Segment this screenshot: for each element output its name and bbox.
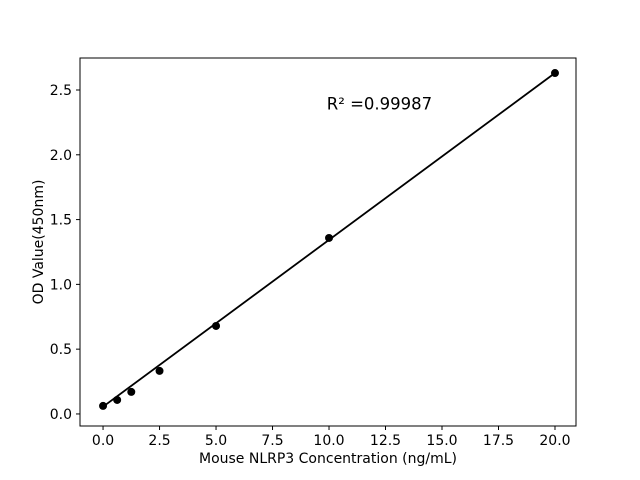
x-tick-label: 15.0	[426, 433, 457, 449]
x-tick-label: 20.0	[539, 433, 570, 449]
data-point	[127, 387, 136, 396]
data-point	[113, 395, 122, 404]
data-point	[325, 233, 334, 242]
y-tick-label: 1.0	[50, 277, 72, 293]
y-axis-label: OD Value(450nm)	[31, 180, 47, 305]
plot-border	[79, 57, 577, 427]
x-axis-label: Mouse NLRP3 Concentration (ng/mL)	[199, 451, 457, 467]
x-tick-label: 5.0	[205, 433, 227, 449]
y-tick-label: 0.0	[50, 407, 72, 423]
plot-area: 0.0 2.5 5.0 7.5 10.0 12.5 15.0 17.5 20.0 0.0 0.5 1.…	[50, 57, 577, 449]
data-point	[550, 69, 559, 78]
data-point	[155, 366, 164, 375]
data-point	[212, 321, 221, 330]
x-tick-label: 10.0	[313, 433, 344, 449]
x-tick-label: 0.0	[92, 433, 114, 449]
x-tick-label: 2.5	[148, 433, 170, 449]
y-tick-label: 0.5	[50, 342, 72, 358]
x-tick-label: 12.5	[370, 433, 401, 449]
r-squared-annotation: R² =0.99987	[327, 94, 432, 113]
y-tick-label: 2.5	[50, 83, 72, 99]
data-point	[99, 401, 108, 410]
y-tick-label: 1.5	[50, 213, 72, 229]
x-tick-label: 7.5	[261, 433, 283, 449]
x-tick-label: 17.5	[483, 433, 514, 449]
y-tick-label: 2.0	[50, 148, 72, 164]
